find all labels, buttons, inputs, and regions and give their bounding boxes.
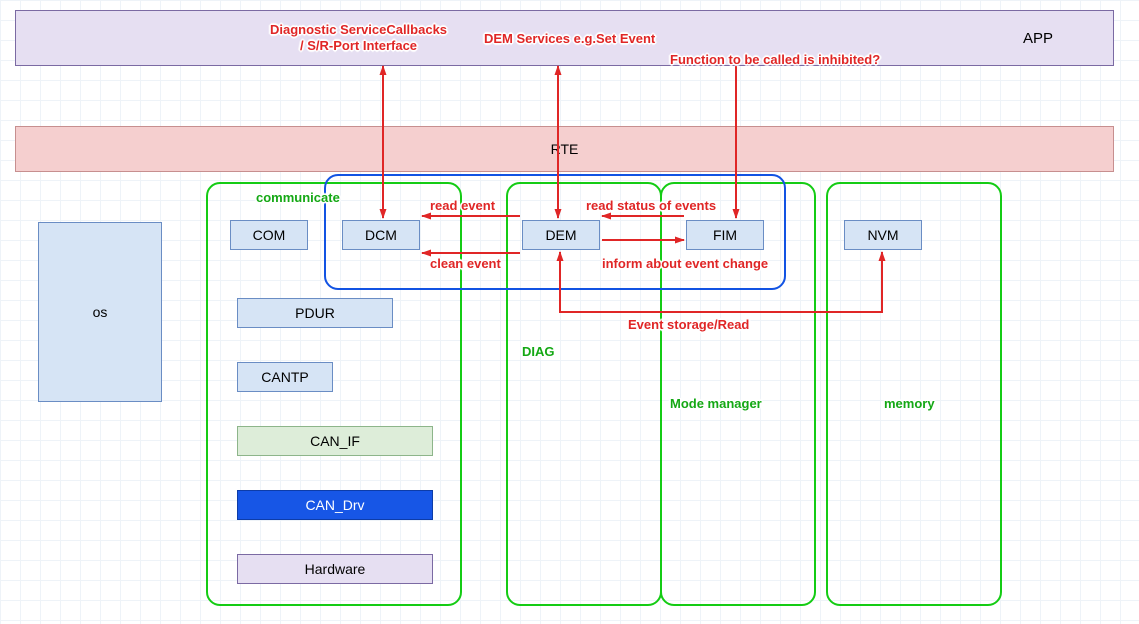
candrv-label: CAN_Drv (305, 497, 364, 513)
annotation-read-event: read event (430, 198, 495, 213)
app-layer-label: APP (1023, 30, 1053, 47)
canif-label: CAN_IF (310, 433, 360, 449)
diag-label: DIAG (522, 344, 555, 359)
hardware-label: Hardware (305, 561, 366, 577)
dcm-dem-fim-group (324, 174, 786, 290)
hardware-box: Hardware (237, 554, 433, 584)
mode-manager-label: Mode manager (670, 396, 762, 411)
annotation-fim-question: Function to be called is inhibited? (670, 52, 880, 67)
annotation-inform-change: inform about event change (602, 256, 768, 271)
annotation-diag-callbacks: Diagnostic ServiceCallbacks / S/R-Port I… (270, 22, 447, 55)
memory-label: memory (884, 396, 935, 411)
nvm-module-box: NVM (844, 220, 922, 250)
annotation-dem-services: DEM Services e.g.Set Event (484, 31, 655, 46)
cantp-module-box: CANTP (237, 362, 333, 392)
annotation-clean-event: clean event (430, 256, 501, 271)
rte-layer-label: RTE (551, 141, 579, 157)
communicate-label: communicate (256, 190, 340, 205)
os-label: os (93, 304, 108, 320)
os-box: os (38, 222, 162, 402)
annotation-diag-callbacks-line2: / S/R-Port Interface (300, 38, 417, 53)
pdur-module-box: PDUR (237, 298, 393, 328)
com-module-box: COM (230, 220, 308, 250)
canif-module-box: CAN_IF (237, 426, 433, 456)
annotation-read-status: read status of events (586, 198, 716, 213)
com-label: COM (253, 227, 286, 243)
pdur-label: PDUR (295, 305, 335, 321)
diagram-canvas: APP RTE os COM DCM DEM FIM NVM PDUR CANT… (0, 0, 1139, 624)
cantp-label: CANTP (261, 369, 308, 385)
nvm-label: NVM (867, 227, 898, 243)
annotation-event-storage: Event storage/Read (628, 317, 749, 332)
candrv-module-box: CAN_Drv (237, 490, 433, 520)
rte-layer-box: RTE (15, 126, 1114, 172)
annotation-diag-callbacks-line1: Diagnostic ServiceCallbacks (270, 22, 447, 37)
